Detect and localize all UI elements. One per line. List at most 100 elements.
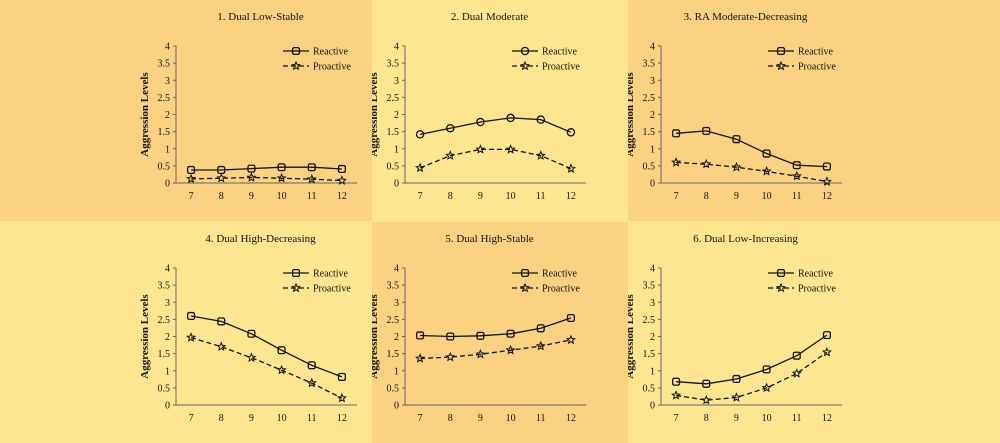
data-point-reactive xyxy=(702,126,711,135)
data-point-reactive xyxy=(732,374,741,384)
y-tick-label: 4 xyxy=(165,42,170,53)
legend-marker xyxy=(520,46,530,56)
series-line-proactive xyxy=(190,336,343,399)
y-axis-label: Aggression Levels xyxy=(628,294,636,379)
chart-panel-6: 6. Dual Low-Increasing Aggression Levels 0… xyxy=(628,222,1000,443)
chart-svg: 4. Dual High-Decreasing Aggression Levels… xyxy=(139,233,357,424)
data-point-proactive xyxy=(306,377,317,388)
legend: Reactive Proactive xyxy=(283,47,351,73)
chart-panel-1: 1. Dual Low-Stable Aggression Levels 0 0.5 1… xyxy=(0,0,372,221)
y-tick-label: 2 xyxy=(165,110,170,121)
legend-label: Proactive xyxy=(798,284,836,295)
y-tick-label: 2.5 xyxy=(643,315,656,326)
series-reactive xyxy=(187,163,346,175)
data-point-proactive xyxy=(276,364,287,375)
legend: Reactive Proactive xyxy=(512,269,580,295)
legend: Reactive Proactive xyxy=(512,47,580,73)
data-point-reactive xyxy=(762,149,771,158)
legend-marker xyxy=(291,60,301,71)
data-point-reactive xyxy=(217,317,226,326)
x-tick-label: 7 xyxy=(189,413,194,424)
data-point-proactive xyxy=(505,344,516,355)
y-tick-label: 3 xyxy=(165,76,170,87)
legend-label: Reactive xyxy=(542,47,578,58)
x-tick-label: 12 xyxy=(566,191,576,202)
series-line-proactive xyxy=(419,148,572,170)
data-point-reactive xyxy=(732,135,741,144)
data-point-reactive xyxy=(446,332,455,341)
series-line-proactive xyxy=(191,176,342,182)
legend-label: Proactive xyxy=(542,62,580,73)
y-tick-label: 0 xyxy=(650,179,655,190)
y-tick-label: 0.5 xyxy=(387,161,400,172)
legend-label: Reactive xyxy=(313,269,349,280)
x-tick-label: 10 xyxy=(506,413,516,424)
x-tick-label: 9 xyxy=(734,413,739,424)
data-point-proactive xyxy=(821,347,832,357)
chart-title: 4. Dual High-Decreasing xyxy=(205,233,316,245)
legend-label: Proactive xyxy=(313,284,351,295)
data-point-proactive xyxy=(761,166,772,176)
x-tick-label: 8 xyxy=(448,191,453,202)
y-tick-label: 1 xyxy=(650,144,655,155)
data-point-reactive xyxy=(702,379,711,388)
data-point-reactive xyxy=(566,313,575,323)
y-tick-label: 4 xyxy=(650,264,655,275)
x-tick-label: 10 xyxy=(506,191,516,202)
data-point-reactive xyxy=(187,311,196,321)
data-point-proactive xyxy=(445,150,456,160)
legend: Reactive Proactive xyxy=(283,269,351,295)
data-point-reactive xyxy=(337,164,346,174)
series-line-reactive xyxy=(190,315,343,378)
data-point-proactive xyxy=(186,332,197,342)
data-point-proactive xyxy=(445,351,456,362)
x-tick-label: 8 xyxy=(448,413,453,424)
series-line-reactive xyxy=(191,166,342,171)
data-point-proactive xyxy=(186,173,197,184)
data-point-proactive xyxy=(821,176,832,186)
data-point-reactive xyxy=(277,163,286,172)
x-tick-label: 8 xyxy=(219,191,224,202)
x-tick-label: 10 xyxy=(762,413,772,424)
legend-label: Proactive xyxy=(798,62,836,73)
legend-label: Proactive xyxy=(313,62,351,73)
series-reactive xyxy=(672,126,831,171)
y-tick-label: 0.5 xyxy=(158,161,171,172)
x-tick-label: 12 xyxy=(822,191,832,202)
y-tick-label: 0.5 xyxy=(158,383,171,394)
chart-title: 6. Dual Low-Increasing xyxy=(693,233,798,245)
legend-marker xyxy=(520,60,530,71)
legend-label: Reactive xyxy=(313,47,349,58)
data-point-proactive xyxy=(246,352,257,363)
legend-label: Reactive xyxy=(798,269,834,280)
data-point-reactive xyxy=(247,164,256,173)
y-tick-label: 4 xyxy=(165,264,170,275)
y-tick-label: 3 xyxy=(650,298,655,309)
chart-title: 1. Dual Low-Stable xyxy=(217,11,304,23)
data-point-proactive xyxy=(216,341,227,352)
series-line-reactive xyxy=(676,130,827,168)
y-tick-label: 2.5 xyxy=(387,315,400,326)
series-line-proactive xyxy=(420,339,572,360)
data-point-reactive xyxy=(762,365,771,374)
y-tick-label: 0 xyxy=(165,401,170,412)
data-point-proactive xyxy=(336,175,347,185)
legend-marker xyxy=(520,268,530,278)
data-point-proactive xyxy=(475,348,486,359)
y-tick-label: 2.5 xyxy=(643,93,656,104)
data-point-reactive xyxy=(672,129,681,138)
y-tick-label: 4 xyxy=(650,42,655,53)
x-tick-label: 12 xyxy=(822,413,832,424)
y-tick-label: 2.5 xyxy=(158,315,171,326)
y-tick-label: 2.5 xyxy=(158,93,171,104)
series-proactive xyxy=(186,332,347,403)
x-tick-label: 7 xyxy=(418,191,423,202)
legend: Reactive Proactive xyxy=(768,269,836,295)
y-tick-label: 4 xyxy=(394,264,399,275)
data-point-reactive xyxy=(307,163,316,172)
x-tick-label: 10 xyxy=(762,191,772,202)
chart-svg: 6. Dual Low-Increasing Aggression Levels 0… xyxy=(628,233,842,424)
y-tick-label: 3.5 xyxy=(387,281,400,292)
series-proactive xyxy=(415,334,576,363)
